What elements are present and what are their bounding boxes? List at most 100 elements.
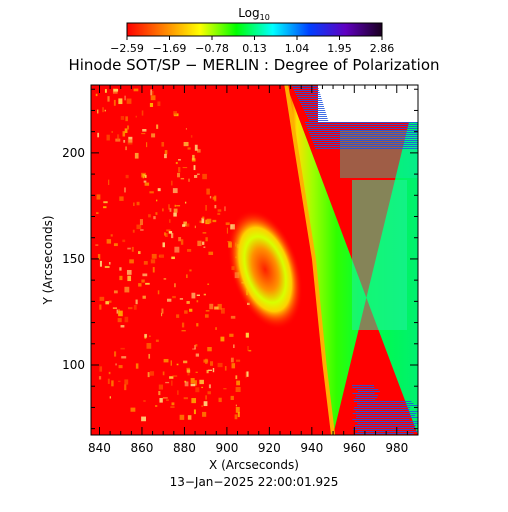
blue-stripe xyxy=(297,96,321,97)
plage-speckle xyxy=(177,390,179,395)
plage-speckle xyxy=(161,142,165,147)
blue-stripe xyxy=(353,401,412,402)
plage-speckle xyxy=(217,212,221,215)
plage-speckle xyxy=(201,405,204,408)
blue-stripe xyxy=(305,122,418,123)
plage-speckle xyxy=(155,405,158,407)
plage-speckle xyxy=(196,294,200,297)
plage-speckle xyxy=(126,98,132,104)
plage-speckle xyxy=(133,305,137,310)
plage-speckle xyxy=(183,221,187,227)
plage-speckle xyxy=(97,109,99,114)
plage-speckle xyxy=(185,128,187,130)
plage-speckle xyxy=(149,191,154,194)
blue-stripe xyxy=(315,148,418,149)
plage-speckle xyxy=(130,407,136,412)
blue-stripe xyxy=(356,417,418,418)
plage-speckle xyxy=(142,128,147,132)
blue-stripe xyxy=(357,431,418,432)
plage-speckle xyxy=(188,178,190,182)
blue-stripe xyxy=(301,104,324,105)
blue-stripe xyxy=(299,100,323,101)
plage-speckle xyxy=(97,254,101,260)
plage-speckle xyxy=(191,398,197,404)
blue-stripe xyxy=(356,389,379,390)
blue-stripe xyxy=(353,399,376,400)
plage-speckle xyxy=(236,380,241,386)
blue-stripe xyxy=(309,120,329,121)
plage-speckle xyxy=(182,167,188,169)
blue-stripe xyxy=(305,112,326,113)
plage-speckle xyxy=(142,173,145,179)
plage-speckle xyxy=(115,363,117,366)
plage-speckle xyxy=(172,295,176,299)
plage-speckle xyxy=(206,188,210,195)
plage-speckle xyxy=(121,356,127,359)
blue-stripe xyxy=(356,403,414,404)
y-tick-label: 200 xyxy=(62,146,85,160)
plage-speckle xyxy=(120,347,125,350)
plage-speckle xyxy=(212,367,215,373)
plage-speckle xyxy=(142,273,148,277)
plage-speckle xyxy=(180,239,184,245)
blue-stripe xyxy=(294,90,320,91)
plage-speckle xyxy=(162,242,165,248)
plage-speckle xyxy=(210,361,214,366)
plage-speckle xyxy=(217,362,223,368)
plage-speckle xyxy=(217,209,222,212)
plage-speckle xyxy=(201,217,205,224)
plage-speckle xyxy=(155,212,158,215)
plage-speckle xyxy=(186,223,190,227)
plage-speckle xyxy=(131,246,134,252)
plage-speckle xyxy=(143,180,147,183)
plage-speckle xyxy=(237,411,240,418)
plage-speckle xyxy=(173,212,177,217)
colorbar-tick-label: −2.59 xyxy=(110,42,144,55)
blue-stripe xyxy=(306,114,327,115)
blue-stripe xyxy=(352,429,415,430)
plage-speckle xyxy=(181,330,186,332)
plage-speckle xyxy=(146,343,152,349)
plage-speckle xyxy=(205,310,210,312)
plage-speckle xyxy=(96,194,101,200)
plage-speckle xyxy=(217,303,222,310)
plage-speckle xyxy=(235,375,238,380)
plage-speckle xyxy=(174,204,177,207)
blue-stripe xyxy=(356,395,379,396)
plage-speckle xyxy=(150,259,156,264)
off-limb-block xyxy=(340,130,418,178)
plage-speckle xyxy=(157,101,161,107)
blue-stripe xyxy=(310,136,418,137)
plage-speckle xyxy=(183,360,188,364)
x-tick-label: 980 xyxy=(385,441,408,455)
plage-speckle xyxy=(204,314,209,318)
blue-stripe xyxy=(302,106,324,107)
plage-speckle xyxy=(235,407,240,413)
plage-speckle xyxy=(99,366,103,372)
plage-speckle xyxy=(214,204,217,209)
plage-speckle xyxy=(153,216,156,220)
blue-stripe xyxy=(308,118,328,119)
blue-stripe xyxy=(352,387,375,388)
plage-speckle xyxy=(194,344,196,350)
plage-speckle xyxy=(152,267,155,273)
plage-speckle xyxy=(151,90,154,95)
plage-speckle xyxy=(171,402,175,406)
plage-speckle xyxy=(156,199,158,202)
plage-speckle xyxy=(143,261,148,265)
plage-speckle xyxy=(108,262,111,265)
plage-speckle xyxy=(136,201,140,206)
plage-speckle xyxy=(184,201,187,204)
plage-speckle xyxy=(119,267,122,271)
plage-speckle xyxy=(187,147,191,150)
plage-speckle xyxy=(218,397,222,403)
plage-speckle xyxy=(140,229,144,231)
blue-stripe xyxy=(353,409,410,410)
plage-speckle xyxy=(234,414,238,420)
plage-speckle xyxy=(245,332,249,338)
plage-speckle xyxy=(174,246,180,253)
plage-speckle xyxy=(205,358,208,365)
colorbar-ticks: −2.59 −1.69 −0.78 0.13 1.04 1.95 2.86 xyxy=(110,36,394,55)
plage-speckle xyxy=(183,141,189,147)
plage-speckle xyxy=(199,379,204,385)
